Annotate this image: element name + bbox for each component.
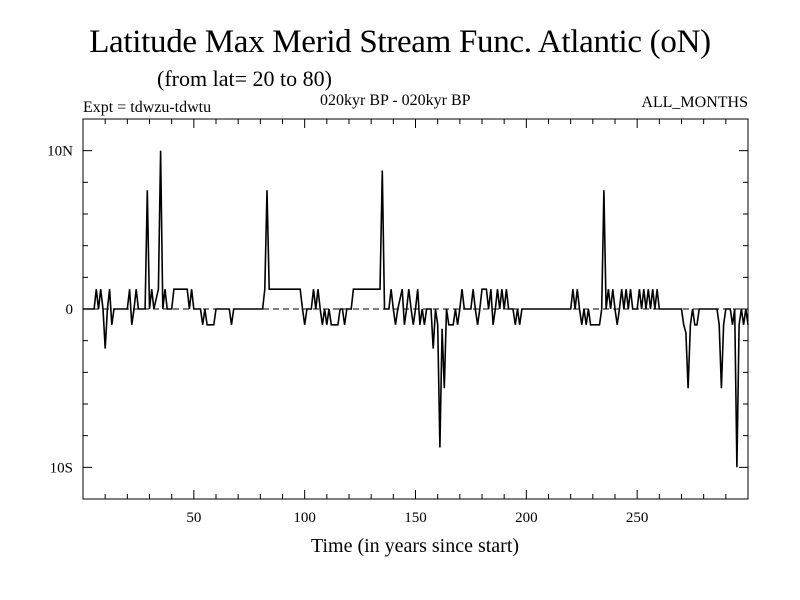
chart-subtitle: (from lat= 20 to 80) [157,66,332,91]
series-line [83,150,749,468]
months-label: ALL_MONTHS [641,94,748,111]
y-tick-label: 10N [47,144,73,160]
x-tick-label: 100 [293,510,316,526]
x-tick-label: 50 [186,510,201,526]
x-tick-label: 200 [515,510,538,526]
tick-labels: 50 100 150 200 250 10N 0 10S [47,144,648,526]
x-tick-label: 250 [626,510,649,526]
x-tick-label: 150 [404,510,427,526]
chart-title: Latitude Max Merid Stream Func. Atlantic… [89,24,711,60]
axis-ticks [83,119,748,499]
period-label: 020kyr BP - 020kyr BP [320,92,471,109]
x-axis-label: Time (in years since start) [311,535,519,557]
y-tick-label: 10S [50,460,73,476]
y-tick-label: 0 [66,302,74,318]
experiment-label: Expt = tdwzu-tdwtu [83,99,212,116]
